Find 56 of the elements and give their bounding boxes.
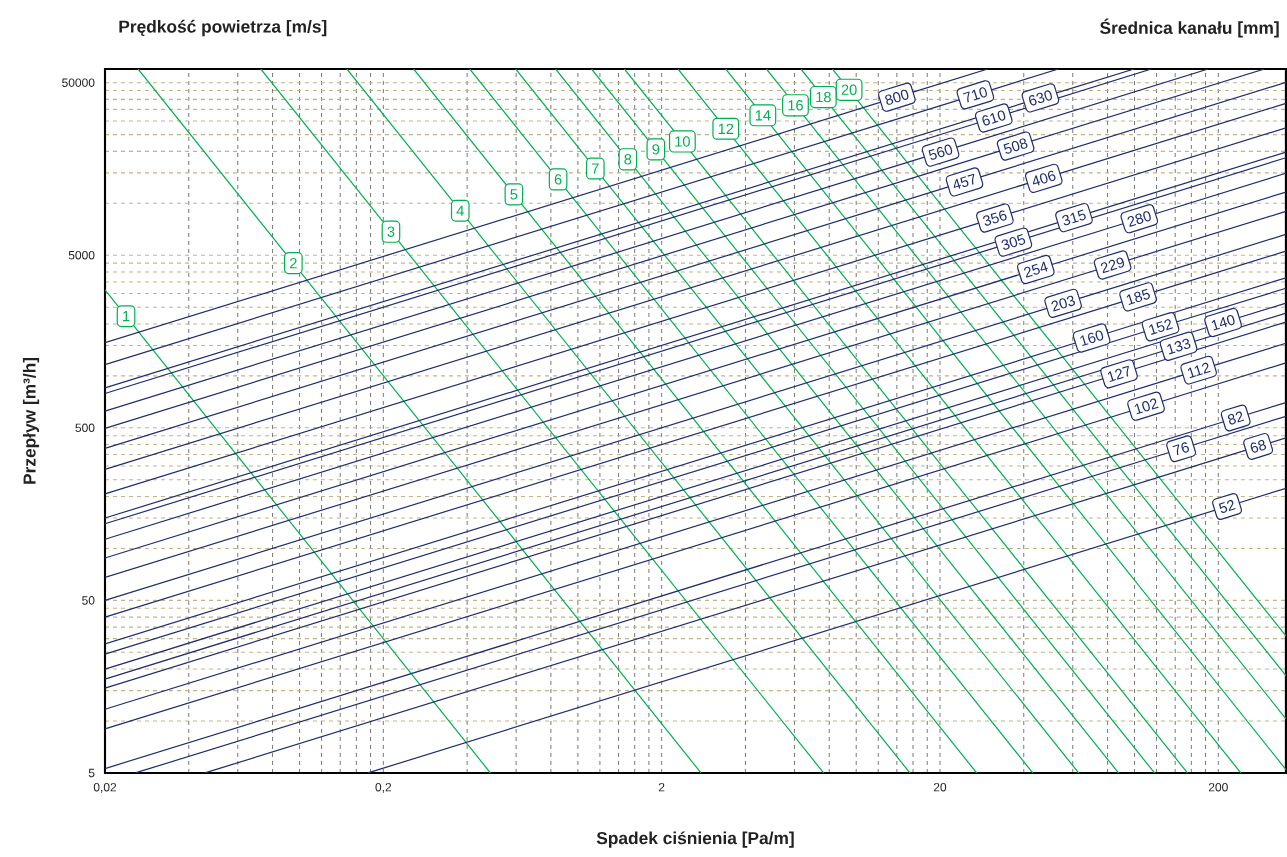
annotation: 4 [456, 205, 464, 216]
annotation: 280 [1127, 211, 1151, 227]
annotation: 152 [1149, 319, 1173, 335]
annotation: 254 [1024, 261, 1048, 278]
annotation: 9 [652, 144, 660, 155]
text: Średnica kanału [mm] [1100, 18, 1279, 38]
y-tick-label: 50 [82, 596, 95, 605]
x-tick-label: 0,02 [93, 783, 117, 793]
annotation: 133 [1167, 338, 1191, 355]
x-tick-label: 200 [1208, 783, 1228, 792]
x-tick-label: 20 [933, 783, 947, 792]
annotation: 20 [841, 84, 857, 95]
y-tick-label: 5000 [68, 251, 95, 260]
y-tick-label: 5 [88, 768, 95, 778]
annotation: 305 [1001, 234, 1026, 250]
annotation: 185 [1126, 288, 1150, 305]
text: Prędkość powietrza [m/s] [119, 19, 327, 37]
annotation: 102 [1134, 398, 1159, 415]
annotation: 68 [1250, 440, 1267, 453]
annotation: 203 [1051, 295, 1076, 312]
annotation: 710 [962, 87, 987, 103]
annotation: 1 [123, 311, 130, 322]
annotation: 140 [1211, 314, 1235, 331]
annotation: 356 [983, 210, 1007, 226]
annotation: 406 [1032, 170, 1056, 186]
annotation: 10 [675, 136, 690, 147]
annotation: 7 [591, 163, 599, 174]
annotation: 457 [953, 173, 975, 189]
x-tick-label: 2 [658, 783, 665, 792]
annotation: 16 [788, 100, 803, 111]
annotation: 800 [885, 89, 909, 105]
annotation: 610 [982, 110, 1006, 126]
annotation: 508 [1003, 138, 1028, 154]
annotation: 14 [755, 110, 771, 121]
annotation: 112 [1187, 362, 1211, 379]
annotation: 82 [1227, 411, 1245, 425]
annotation: 315 [1062, 209, 1086, 226]
annotation: 560 [928, 144, 953, 160]
annotation: 8 [624, 154, 632, 165]
annotation: 160 [1080, 330, 1104, 347]
annotation: 12 [718, 123, 734, 134]
annotation: 76 [1172, 442, 1189, 456]
y-tick-label: 50000 [62, 78, 95, 87]
annotation: 6 [554, 174, 562, 185]
annotation: 127 [1107, 365, 1129, 382]
annotation: 5 [510, 189, 518, 200]
annotation: 2 [290, 258, 297, 269]
x-tick-label: 0,2 [375, 783, 392, 793]
x-axis-title: Spadek ciśnienia [Pa/m] [596, 831, 794, 848]
annotation: 229 [1100, 257, 1124, 274]
annotation: 3 [387, 226, 395, 237]
annotation: 18 [816, 91, 831, 103]
annotation: 630 [1029, 90, 1052, 106]
y-tick-label: 500 [75, 423, 95, 433]
y-axis-title: Przepływ [m³/h] [22, 357, 40, 484]
annotation: 52 [1218, 500, 1236, 513]
